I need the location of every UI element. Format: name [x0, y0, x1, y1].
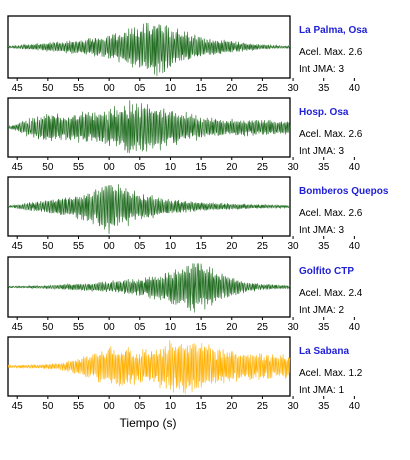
max-acceleration: Acel. Max. 2.6 — [299, 129, 363, 140]
x-tick-label: 35 — [318, 322, 330, 333]
x-tick-label: 55 — [73, 162, 85, 173]
x-tick-label: 15 — [196, 401, 208, 412]
x-tick-label: 00 — [104, 241, 116, 252]
x-tick-label: 05 — [134, 322, 146, 333]
x-tick-label: 40 — [349, 83, 361, 94]
x-tick-label: 55 — [73, 83, 85, 94]
station-name: La Sabana — [299, 346, 349, 357]
x-tick-label: 15 — [196, 83, 208, 94]
waveform-trace — [7, 100, 291, 154]
x-tick-label: 25 — [257, 162, 269, 173]
x-tick-label: 55 — [73, 401, 85, 412]
x-tick-label: 30 — [288, 162, 300, 173]
x-tick-label: 20 — [226, 241, 238, 252]
x-tick-label: 50 — [42, 241, 54, 252]
x-tick-label: 45 — [12, 322, 24, 333]
x-tick-label: 00 — [104, 162, 116, 173]
station-name: Hosp. Osa — [299, 107, 349, 118]
x-tick-label: 35 — [318, 83, 330, 94]
x-tick-label: 30 — [288, 322, 300, 333]
x-tick-label: 50 — [42, 83, 54, 94]
x-tick-label: 20 — [226, 162, 238, 173]
x-tick-label: 25 — [257, 241, 269, 252]
x-tick-label: 35 — [318, 162, 330, 173]
jma-intensity: Int JMA: 3 — [299, 64, 344, 75]
x-tick-label: 00 — [104, 322, 116, 333]
x-tick-label: 40 — [349, 322, 361, 333]
x-tick-label: 10 — [165, 241, 177, 252]
waveform-trace — [7, 339, 291, 394]
x-tick-label: 40 — [349, 241, 361, 252]
x-tick-label: 15 — [196, 162, 208, 173]
x-tick-label: 05 — [134, 241, 146, 252]
x-tick-label: 20 — [226, 322, 238, 333]
jma-intensity: Int JMA: 3 — [299, 225, 344, 236]
max-acceleration: Acel. Max. 2.4 — [299, 288, 363, 299]
waveform-trace — [7, 263, 291, 313]
x-tick-label: 55 — [73, 322, 85, 333]
x-tick-label: 35 — [318, 401, 330, 412]
x-tick-label: 10 — [165, 162, 177, 173]
x-tick-label: 40 — [349, 401, 361, 412]
max-acceleration: Acel. Max. 1.2 — [299, 368, 363, 379]
x-tick-label: 35 — [318, 241, 330, 252]
x-tick-label: 15 — [196, 322, 208, 333]
station-name: Golfito CTP — [299, 266, 354, 277]
x-tick-label: 20 — [226, 83, 238, 94]
max-acceleration: Acel. Max. 2.6 — [299, 47, 363, 58]
jma-intensity: Int JMA: 1 — [299, 385, 344, 396]
x-tick-label: 10 — [165, 401, 177, 412]
x-tick-label: 45 — [12, 83, 24, 94]
x-tick-label: 25 — [257, 322, 269, 333]
x-tick-label: 45 — [12, 401, 24, 412]
x-tick-label: 30 — [288, 401, 300, 412]
x-tick-label: 05 — [134, 401, 146, 412]
waveform-trace — [7, 184, 291, 235]
jma-intensity: Int JMA: 3 — [299, 146, 344, 157]
x-tick-label: 10 — [165, 322, 177, 333]
waveform-trace — [7, 22, 291, 77]
x-tick-label: 00 — [104, 83, 116, 94]
x-tick-label: 50 — [42, 162, 54, 173]
x-tick-label: 05 — [134, 83, 146, 94]
x-tick-label: 20 — [226, 401, 238, 412]
station-name: Bomberos Quepos — [299, 186, 389, 197]
jma-intensity: Int JMA: 2 — [299, 305, 344, 316]
x-tick-label: 45 — [12, 241, 24, 252]
x-tick-label: 25 — [257, 401, 269, 412]
x-tick-label: 55 — [73, 241, 85, 252]
x-tick-label: 50 — [42, 322, 54, 333]
x-tick-label: 30 — [288, 83, 300, 94]
x-tick-label: 05 — [134, 162, 146, 173]
x-tick-label: 25 — [257, 83, 269, 94]
x-axis-label: Tiempo (s) — [120, 416, 177, 430]
x-tick-label: 45 — [12, 162, 24, 173]
x-tick-label: 10 — [165, 83, 177, 94]
max-acceleration: Acel. Max. 2.6 — [299, 208, 363, 219]
x-tick-label: 00 — [104, 401, 116, 412]
x-tick-label: 15 — [196, 241, 208, 252]
x-tick-label: 40 — [349, 162, 361, 173]
x-tick-label: 50 — [42, 401, 54, 412]
x-tick-label: 30 — [288, 241, 300, 252]
station-name: La Palma, Osa — [299, 25, 368, 36]
